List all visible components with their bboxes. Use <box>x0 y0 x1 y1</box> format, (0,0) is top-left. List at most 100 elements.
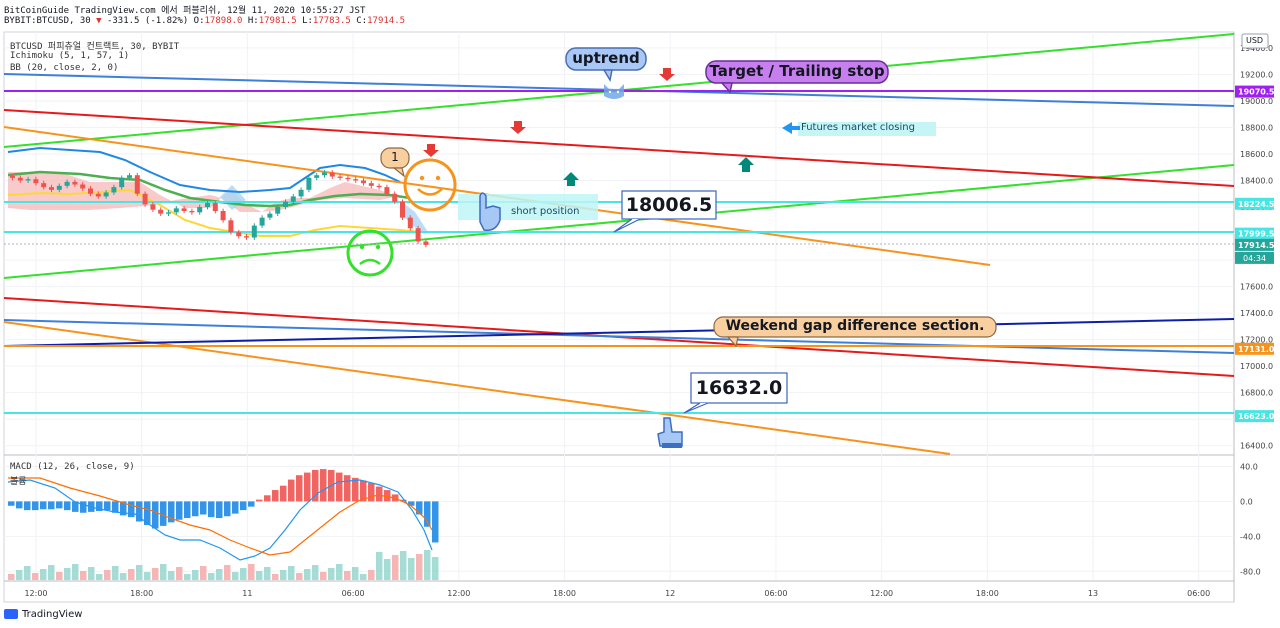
price-callout-1[interactable] <box>613 190 717 233</box>
volume-bar <box>368 570 375 580</box>
publish-source-line: BitCoinGuide TradingView.com 에서 퍼블리쉬, 12… <box>4 6 366 16</box>
smiley-happy-icon <box>403 158 457 212</box>
price-label-bg <box>1235 410 1274 423</box>
currency-label: USD <box>1246 36 1264 45</box>
price-tick: 18400.0 <box>1240 177 1273 186</box>
currency-badge[interactable] <box>1241 33 1269 49</box>
arrow-up-icon <box>563 172 579 186</box>
price-label-bg <box>1235 227 1274 240</box>
short-position-label: short position <box>511 206 580 217</box>
arrow-down-icon <box>510 121 526 134</box>
volume-bar <box>56 572 63 580</box>
weekend-gap-bubble[interactable] <box>713 316 997 348</box>
candle-body <box>25 179 31 181</box>
volume-bar <box>184 574 191 580</box>
candle-body <box>212 203 218 212</box>
candle-body <box>205 203 210 208</box>
candle-body <box>267 213 273 218</box>
candle-body <box>41 183 47 188</box>
time-tick: 06:00 <box>1187 589 1210 598</box>
volume-bar <box>408 558 415 580</box>
volume-bar <box>280 570 287 580</box>
candle-body <box>72 181 78 185</box>
volume-bar <box>144 572 151 580</box>
candle-body <box>49 187 54 190</box>
open-value: 17898.0 <box>204 16 243 26</box>
macd-bar <box>112 501 119 513</box>
candle-body <box>111 187 117 193</box>
uptrend-label: uptrend <box>572 49 640 67</box>
macd-bar <box>48 501 55 510</box>
macd-tick: 40.0 <box>1240 462 1258 471</box>
target-label: Target / Trailing stop <box>709 62 885 80</box>
macd-bar <box>424 501 431 527</box>
macd-bar <box>304 472 311 502</box>
price-label: 18224.5 <box>1238 200 1275 209</box>
uptrend-bubble[interactable] <box>565 47 647 83</box>
candle-body <box>259 217 265 226</box>
macd-bar <box>40 501 47 510</box>
candle-body <box>80 184 86 189</box>
badge-1-bubble[interactable] <box>380 147 410 178</box>
macd-bar <box>24 501 31 511</box>
macd-histogram <box>8 469 439 543</box>
volume-bar <box>176 567 183 580</box>
volume-bar <box>64 568 71 580</box>
macd-bar <box>96 501 103 512</box>
candle-body <box>166 212 171 214</box>
macd-line <box>7 479 433 561</box>
price-callout-2[interactable] <box>683 372 788 414</box>
price-label: 16623.0 <box>1238 412 1275 421</box>
candle-body <box>119 177 125 188</box>
change-arrow-down-icon: ▼ <box>96 16 102 26</box>
macd-tick: 0.0 <box>1240 497 1253 506</box>
futures-closing-arrow-icon <box>782 122 936 136</box>
time-axis[interactable]: 12:00 18:00 11 06:00 12:00 18:00 12 06:00 12:00 1… <box>24 589 1210 598</box>
macd-bar <box>296 475 303 502</box>
volume-bar <box>336 564 343 580</box>
price-tick: 19000.0 <box>1240 97 1273 106</box>
macd-bar <box>272 490 279 502</box>
volume-bar <box>432 557 439 580</box>
volume-bar <box>248 564 255 580</box>
signal-line <box>8 477 433 556</box>
bb-basis <box>7 170 411 208</box>
volume-bar <box>296 573 303 580</box>
macd-bar <box>64 501 71 511</box>
candle-body <box>103 192 109 197</box>
candle-body <box>423 241 429 245</box>
candle-body <box>322 172 327 176</box>
macd-bar <box>176 501 183 520</box>
price-tick: 17400.0 <box>1240 309 1273 318</box>
candle-body <box>64 181 70 186</box>
price-callout-1-label: 18006.5 <box>625 194 713 216</box>
candle-body <box>220 211 226 221</box>
candle-body <box>33 179 39 184</box>
macd-bar <box>232 501 239 514</box>
close-label: C: <box>356 16 368 26</box>
legend-volume: 볼륨 <box>10 477 27 487</box>
macd-bar <box>240 501 247 511</box>
volume-bar <box>424 550 431 580</box>
price-tick: 16800.0 <box>1240 389 1273 398</box>
candle-body <box>181 208 187 212</box>
macd-bar <box>264 495 271 502</box>
price-label: 17914.5 <box>1238 241 1275 250</box>
candle-body <box>150 204 156 210</box>
price-label-bg <box>1235 197 1274 210</box>
target-bubble[interactable] <box>705 60 889 94</box>
candle-body <box>290 196 296 202</box>
candle-body <box>368 183 374 186</box>
price-label: 19070.5 <box>1238 88 1275 97</box>
price-tick: 17000.0 <box>1240 362 1273 371</box>
macd-bar <box>136 501 143 522</box>
candle-body <box>353 179 359 181</box>
volume-bar <box>344 571 351 580</box>
arrow-down-icon <box>423 144 439 157</box>
price-tick: 17600.0 <box>1240 283 1273 292</box>
candle-body <box>415 228 421 242</box>
candle-body <box>134 175 140 194</box>
volume-bar <box>272 574 279 580</box>
macd-bar <box>120 501 127 516</box>
